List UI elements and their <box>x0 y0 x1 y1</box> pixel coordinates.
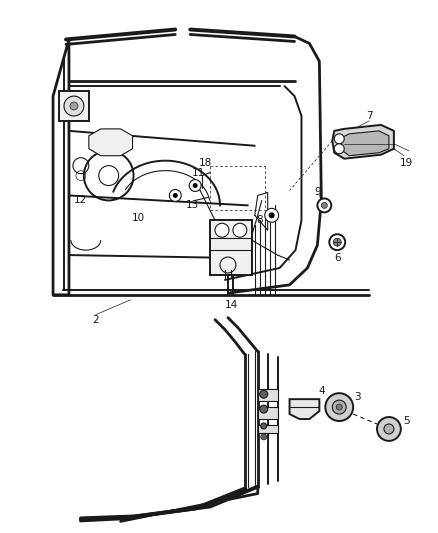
Circle shape <box>318 198 331 212</box>
Text: 14: 14 <box>225 300 239 310</box>
Polygon shape <box>290 399 319 419</box>
Polygon shape <box>332 125 394 159</box>
Bar <box>258 407 278 419</box>
Circle shape <box>321 203 327 208</box>
Circle shape <box>64 96 84 116</box>
Circle shape <box>332 400 346 414</box>
Text: 10: 10 <box>132 213 145 223</box>
Circle shape <box>173 193 178 198</box>
Circle shape <box>265 208 279 222</box>
Text: 13: 13 <box>186 200 199 211</box>
Circle shape <box>260 390 268 398</box>
Text: 6: 6 <box>334 253 341 263</box>
Circle shape <box>377 417 401 441</box>
Bar <box>210 220 252 275</box>
Circle shape <box>329 234 345 250</box>
Circle shape <box>333 238 341 246</box>
Circle shape <box>215 223 229 237</box>
Circle shape <box>189 180 201 191</box>
Circle shape <box>336 404 342 410</box>
Polygon shape <box>89 129 133 156</box>
Bar <box>258 389 278 401</box>
Text: 19: 19 <box>400 158 413 168</box>
Circle shape <box>170 190 181 201</box>
Bar <box>59 91 89 121</box>
Circle shape <box>70 102 78 110</box>
Text: 11: 11 <box>191 167 205 177</box>
Bar <box>258 425 278 433</box>
Text: 12: 12 <box>74 196 88 205</box>
Circle shape <box>325 393 353 421</box>
Circle shape <box>384 424 394 434</box>
Circle shape <box>334 144 344 154</box>
Text: 5: 5 <box>403 416 410 426</box>
Text: 4: 4 <box>318 386 325 396</box>
Circle shape <box>268 212 275 219</box>
Circle shape <box>233 223 247 237</box>
Text: 7: 7 <box>366 111 372 121</box>
Text: 18: 18 <box>198 158 212 168</box>
Polygon shape <box>341 131 389 156</box>
Circle shape <box>261 423 267 429</box>
Text: 2: 2 <box>92 314 99 325</box>
Text: 9: 9 <box>314 188 321 197</box>
Circle shape <box>334 134 344 144</box>
Circle shape <box>193 183 198 188</box>
Circle shape <box>260 405 268 413</box>
Text: 8: 8 <box>256 215 263 225</box>
Text: 3: 3 <box>354 392 360 402</box>
Circle shape <box>261 434 267 440</box>
